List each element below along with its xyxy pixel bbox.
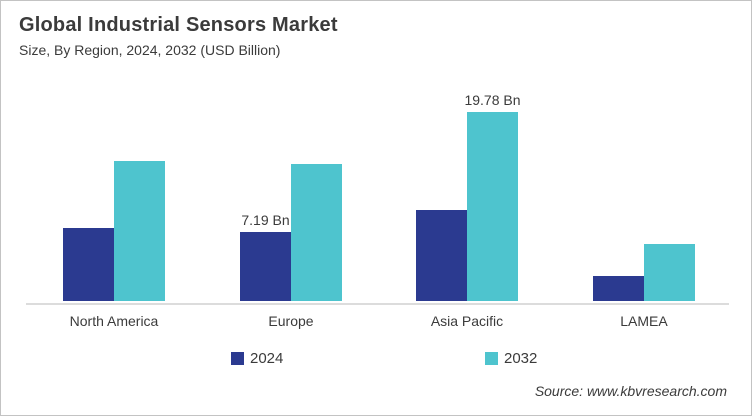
bar-2032-north-america (114, 161, 165, 301)
value-label-2032-asia-pacific: 19.78 Bn (464, 92, 521, 108)
bar-2024-lamea (593, 276, 644, 301)
legend-label-2024: 2024 (250, 350, 284, 367)
legend-item-2032: 2032 (485, 350, 537, 367)
legend-label-2032: 2032 (504, 350, 538, 367)
bar-2024-north-america (63, 228, 114, 301)
source-text: Source: www.kbvresearch.com (534, 383, 727, 399)
category-label-asia-pacific: Asia Pacific (430, 313, 504, 329)
bar-2032-lamea (644, 244, 695, 301)
bar-2032-asia-pacific (467, 112, 518, 301)
bar-2024-asia-pacific (416, 210, 467, 301)
bar-2024-europe (240, 232, 291, 301)
category-label-europe: Europe (268, 313, 314, 329)
chart-title: Global Industrial Sensors Market (19, 14, 338, 36)
value-label-2024-europe: 7.19 Bn (241, 212, 290, 228)
category-label-lamea: LAMEA (620, 313, 668, 329)
legend-swatch-2024 (231, 352, 244, 365)
category-label-north-america: North America (69, 313, 159, 329)
legend-item-2024: 2024 (231, 350, 283, 367)
x-axis-line (26, 303, 729, 305)
legend-swatch-2032 (485, 352, 498, 365)
bar-2032-europe (291, 164, 342, 301)
chart-subtitle: Size, By Region, 2024, 2032 (USD Billion… (19, 42, 281, 58)
